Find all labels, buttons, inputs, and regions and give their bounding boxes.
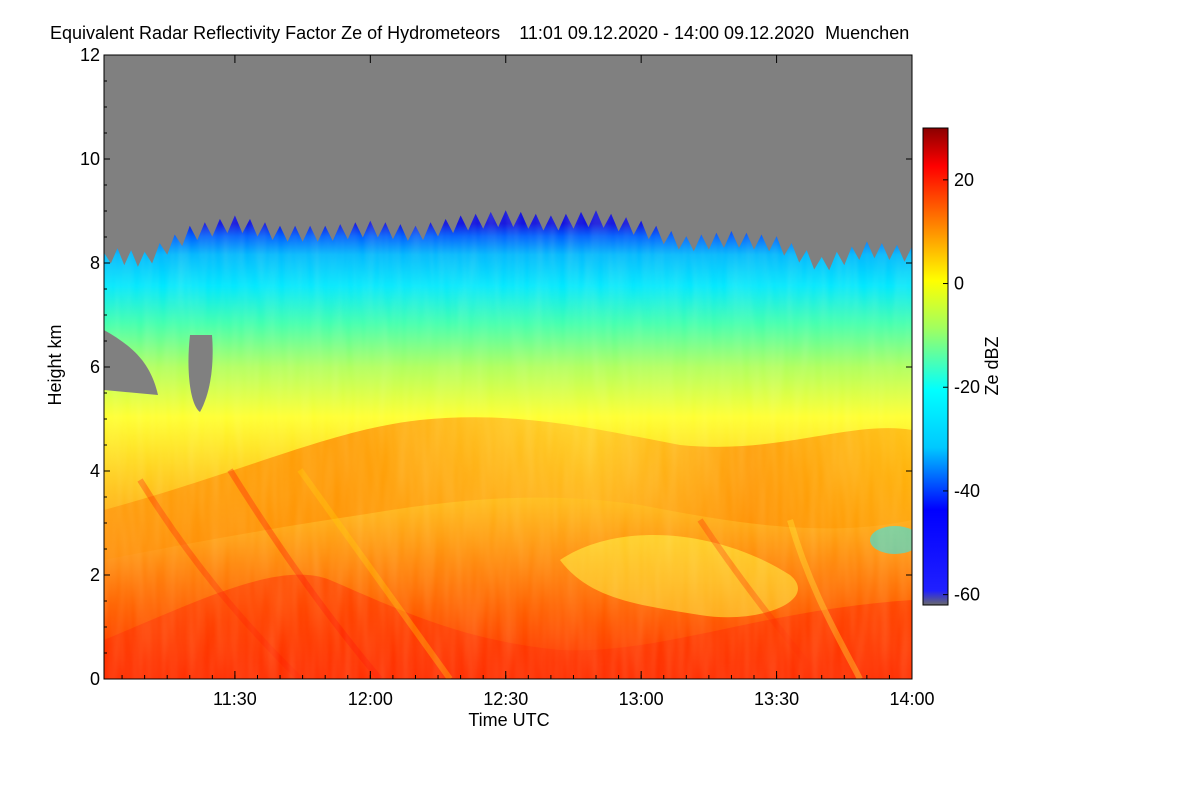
colorbar bbox=[922, 127, 949, 606]
reflectivity-field bbox=[104, 210, 912, 679]
colorbar-tick-label: 0 bbox=[954, 274, 964, 294]
y-tick-label: 4 bbox=[90, 461, 100, 481]
colorbar-tick-label: -40 bbox=[954, 481, 980, 501]
x-tick-label: 13:30 bbox=[754, 689, 799, 709]
texture-overlay bbox=[104, 210, 912, 679]
y-axis-label: Height km bbox=[45, 324, 65, 405]
colorbar-tick-label: 20 bbox=[954, 170, 974, 190]
y-tick-label: 0 bbox=[90, 669, 100, 689]
x-tick-label: 14:00 bbox=[889, 689, 934, 709]
x-tick-label: 11:30 bbox=[213, 689, 257, 709]
left-no-signal-pocket-2 bbox=[188, 335, 213, 412]
x-tick-label: 12:30 bbox=[483, 689, 528, 709]
y-tick-label: 6 bbox=[90, 357, 100, 377]
x-axis-label: Time UTC bbox=[468, 710, 549, 730]
x-tick-label: 12:00 bbox=[348, 689, 393, 709]
left-no-signal-pocket bbox=[104, 330, 158, 395]
y-tick-label: 2 bbox=[90, 565, 100, 585]
y-tick-label: 10 bbox=[80, 149, 100, 169]
colorbar-label: Ze dBZ bbox=[982, 336, 1002, 395]
chart-title: Equivalent Radar Reflectivity Factor Ze … bbox=[50, 23, 909, 43]
colorbar-tick-label: -20 bbox=[954, 377, 980, 397]
x-tick-label: 13:00 bbox=[619, 689, 664, 709]
y-axis: 0 2 4 6 8 10 12 bbox=[80, 45, 912, 689]
y-tick-label: 8 bbox=[90, 253, 100, 273]
y-tick-label: 12 bbox=[80, 45, 100, 65]
x-axis: 11:30 12:00 12:30 13:00 13:30 14:00 bbox=[121, 55, 935, 709]
colorbar-tick-label: -60 bbox=[954, 585, 980, 605]
colorbar-ticks: -60 -40 -20 0 20 bbox=[943, 170, 980, 605]
plot-area bbox=[104, 55, 912, 679]
